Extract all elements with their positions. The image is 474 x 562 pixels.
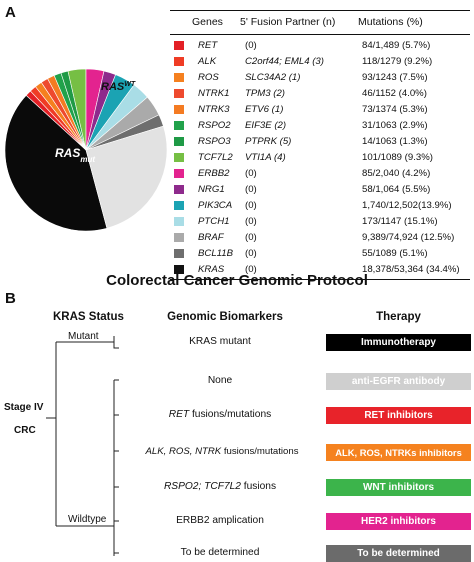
kras-mutant-label: Mutant	[68, 331, 99, 342]
fusion-partner: (0)	[245, 232, 257, 243]
pie-slice-kras	[4, 94, 108, 232]
gene-color-swatch	[174, 41, 184, 50]
fusion-partner: (0)	[245, 184, 257, 195]
gene-color-swatch	[174, 185, 184, 194]
gene-name: NRG1	[198, 184, 225, 195]
mutation-frequency: 46/1152 (4.0%)	[362, 88, 427, 99]
mutation-frequency: 55/1089 (5.1%)	[362, 248, 428, 259]
gene-name: RET	[198, 40, 218, 51]
gene-color-swatch	[174, 137, 184, 146]
col-genes: Genes	[192, 16, 223, 28]
mutation-frequency: 173/1147 (15.1%)	[362, 216, 438, 227]
gene-color-swatch	[174, 105, 184, 114]
fusion-partner: ETV6 (1)	[245, 104, 284, 115]
pie-slice-raswt	[85, 125, 168, 229]
therapy-wnt-inhibitors: WNT inhibitors	[326, 479, 471, 496]
biomarker-to-be-determined: To be determined	[180, 547, 260, 558]
mutation-frequency: 101/1089 (9.3%)	[362, 152, 433, 163]
gene-name: NTRK3	[198, 104, 230, 115]
mutation-frequency: 118/1279 (9.2%)	[362, 56, 433, 67]
gene-name: ROS	[198, 72, 219, 83]
gene-name: ERBB2	[198, 168, 230, 179]
gene-name: ALK	[198, 56, 217, 67]
gene-name: PIK3CA	[198, 200, 233, 211]
ras-mut-label: RASmut	[55, 146, 95, 164]
gene-color-swatch	[174, 73, 184, 82]
biomarker-ret: RET fusions/mutations	[168, 409, 272, 420]
col-therapy: Therapy	[376, 311, 421, 323]
biomarker-kras-mutant: KRAS mutant	[189, 336, 251, 347]
gene-color-swatch	[174, 249, 184, 258]
fusion-partner: C2orf44; EML4 (3)	[245, 56, 324, 67]
fusion-partner: (0)	[245, 264, 257, 275]
protocol-title: Colorectal Cancer Genomic Protocol	[106, 272, 368, 289]
gene-color-swatch	[174, 121, 184, 130]
mutation-frequency: 9,389/74,924 (12.5%)	[362, 232, 455, 243]
gene-color-swatch	[174, 233, 184, 242]
therapy-alk-ros-ntrk-inhibitors: ALK, ROS, NTRKs inhibitors	[326, 444, 471, 461]
col-genomic-biomarkers: Genomic Biomarkers	[167, 311, 283, 323]
gene-name: NTRK1	[198, 88, 230, 99]
gene-color-swatch	[174, 201, 184, 210]
therapy-to-be-determined: To be determined	[326, 545, 471, 562]
therapy-her2-inhibitors: HER2 inhibitors	[326, 513, 471, 530]
mutation-frequency: 14/1063 (1.3%)	[362, 136, 428, 147]
fusion-partner: (0)	[245, 248, 257, 259]
mutation-frequency: 85/2,040 (4.2%)	[362, 168, 431, 179]
crc-label: CRC	[14, 425, 36, 436]
col-mutations: Mutations (%)	[358, 16, 423, 28]
fusion-partner: SLC34A2 (1)	[245, 72, 301, 83]
fusion-partner: VTI1A (4)	[245, 152, 286, 163]
gene-name: RSPO3	[198, 136, 231, 147]
mutation-frequency: 58/1,064 (5.5%)	[362, 184, 431, 195]
panel-a-label: A	[5, 4, 16, 21]
kras-wildtype-label: Wildtype	[68, 514, 107, 525]
mutation-frequency: 84/1,489 (5.7%)	[362, 40, 431, 51]
gene-color-swatch	[174, 217, 184, 226]
panel-b-label: B	[5, 290, 16, 307]
fusion-partner: (0)	[245, 168, 257, 179]
fusion-partner: EIF3E (2)	[245, 120, 287, 131]
fusion-partner: (0)	[245, 200, 257, 211]
mutation-frequency: 93/1243 (7.5%)	[362, 72, 428, 83]
biomarker-alk-ros-ntrk: ALK, ROS, NTRK fusions/mutations	[145, 446, 299, 457]
therapy-immunotherapy: Immunotherapy	[326, 334, 471, 351]
ras-wt-label: RASWT	[101, 81, 136, 93]
biomarker-none: None	[207, 375, 233, 386]
mutation-frequency: 73/1374 (5.3%)	[362, 104, 428, 115]
gene-color-swatch	[174, 153, 184, 162]
gene-name: KRAS	[198, 264, 225, 275]
col-kras-status: KRAS Status	[53, 311, 124, 323]
gene-name: PTCH1	[198, 216, 230, 227]
therapy-anti-egfr: anti-EGFR antibody	[326, 373, 471, 390]
gene-color-swatch	[174, 265, 184, 274]
col-fusion-partner: 5' Fusion Partner (n)	[240, 16, 336, 28]
gene-name: RSPO2	[198, 120, 231, 131]
biomarker-rspo2-tcf7l2: RSPO2; TCF7L2 fusions	[163, 481, 277, 492]
fusion-partner: PTPRK (5)	[245, 136, 292, 147]
gene-name: BRAF	[198, 232, 224, 243]
stage-iv-label: Stage IV	[4, 402, 44, 413]
gene-color-swatch	[174, 57, 184, 66]
mutation-frequency: 1,740/12,502(13.9%)	[362, 200, 452, 211]
fusion-partner: (0)	[245, 216, 257, 227]
fusion-table: Genes 5' Fusion Partner (n) Mutations (%…	[170, 10, 470, 280]
fusion-partner: (0)	[245, 40, 257, 51]
gene-color-swatch	[174, 169, 184, 178]
biomarker-erbb2: ERBB2 amplication	[176, 515, 264, 526]
gene-name: TCF7L2	[198, 152, 233, 163]
mutation-frequency: 18,378/53,364 (34.4%)	[362, 264, 460, 275]
gene-color-swatch	[174, 89, 184, 98]
pie-chart: RASWT RASmut	[4, 68, 168, 232]
therapy-ret-inhibitors: RET inhibitors	[326, 407, 471, 424]
mutation-frequency: 31/1063 (2.9%)	[362, 120, 428, 131]
gene-name: BCL11B	[198, 248, 234, 259]
fusion-partner: TPM3 (2)	[245, 88, 285, 99]
